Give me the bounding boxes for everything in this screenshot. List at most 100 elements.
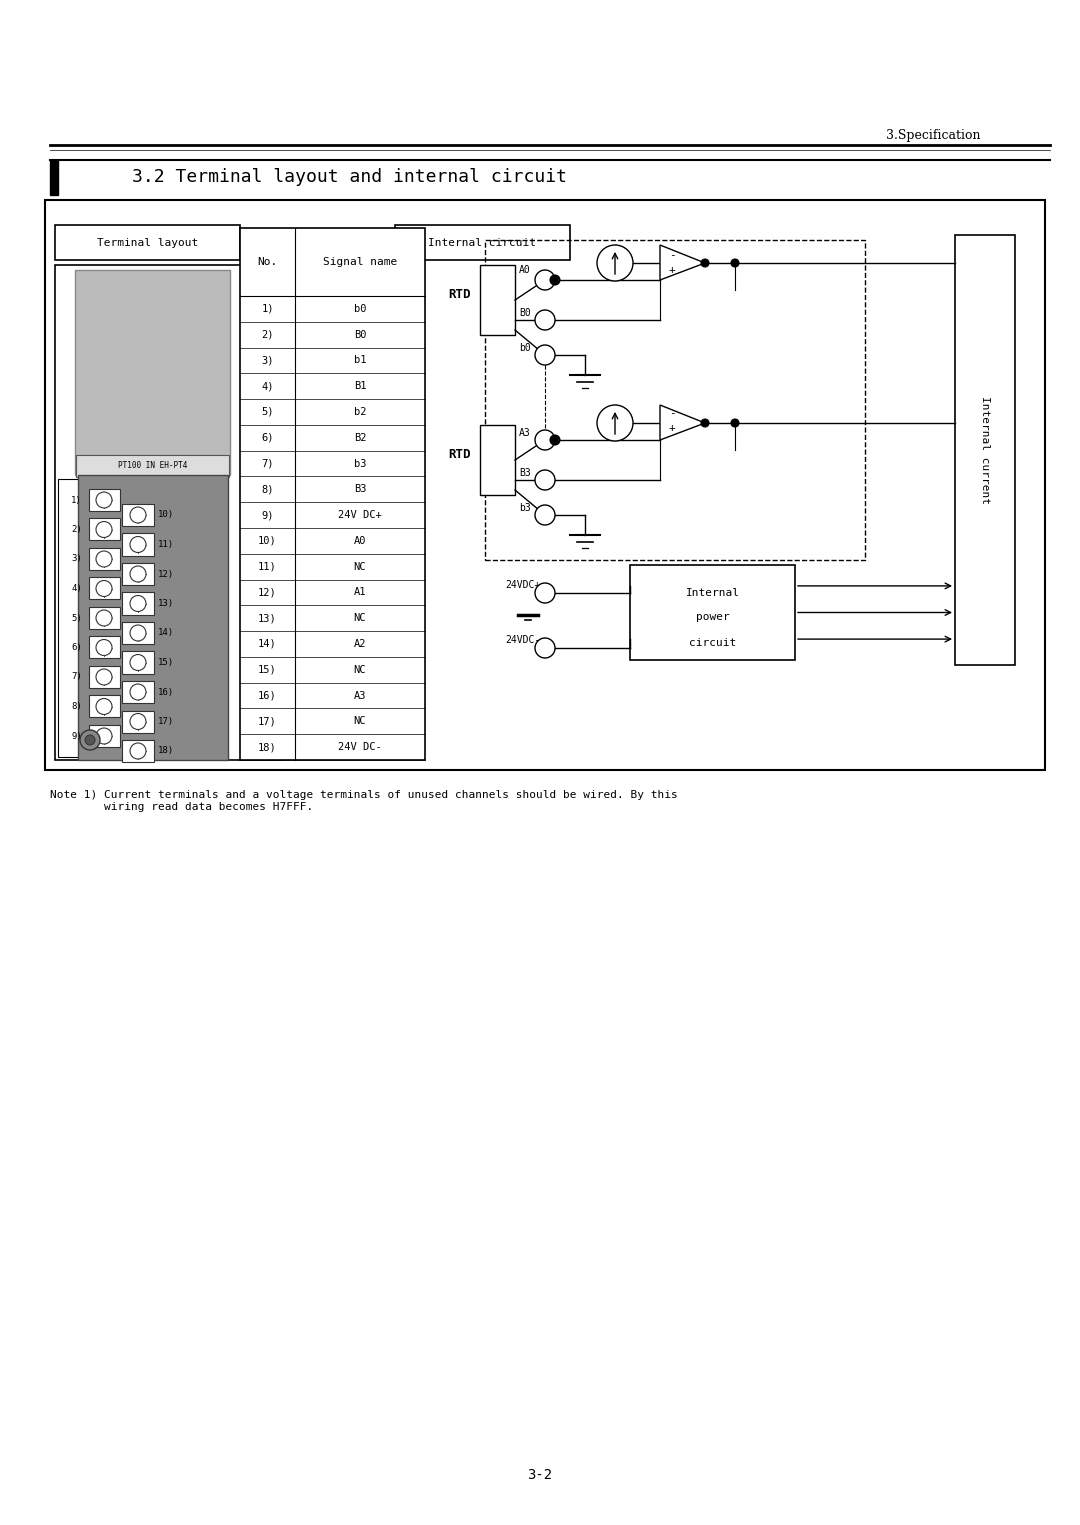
Bar: [55, 265, 285, 759]
Bar: [89, 490, 120, 511]
Text: 3.Specification: 3.Specification: [886, 128, 980, 142]
Text: 6): 6): [261, 433, 273, 442]
Bar: [395, 226, 570, 259]
Bar: [122, 651, 153, 674]
Text: 6): 6): [71, 644, 82, 653]
Circle shape: [96, 727, 112, 744]
Text: A3: A3: [519, 429, 531, 438]
Circle shape: [597, 406, 633, 441]
Circle shape: [96, 639, 112, 656]
Circle shape: [130, 506, 146, 523]
Circle shape: [731, 259, 739, 267]
Polygon shape: [660, 406, 705, 441]
Text: 11): 11): [158, 540, 174, 549]
Bar: [89, 636, 120, 659]
Circle shape: [130, 625, 146, 640]
Text: 1): 1): [261, 303, 273, 314]
Circle shape: [731, 419, 739, 427]
Text: 2): 2): [261, 329, 273, 340]
Bar: [240, 229, 426, 759]
Text: power: power: [696, 612, 729, 622]
Text: b0: b0: [519, 343, 531, 352]
Text: NC: NC: [354, 561, 366, 572]
Text: 24V DC+: 24V DC+: [338, 509, 382, 520]
Text: 9): 9): [71, 732, 82, 741]
Text: 12): 12): [258, 587, 276, 598]
Text: 2): 2): [71, 525, 82, 534]
Text: A0: A0: [354, 535, 366, 546]
Bar: [76, 454, 229, 477]
Text: B2: B2: [354, 433, 366, 442]
Text: 24V DC-: 24V DC-: [338, 743, 382, 752]
Circle shape: [550, 274, 561, 285]
Circle shape: [96, 610, 112, 625]
Bar: [122, 503, 153, 526]
Bar: [122, 711, 153, 732]
Text: RTD: RTD: [449, 288, 471, 302]
Text: B3: B3: [519, 468, 531, 477]
Bar: [630, 564, 795, 660]
Bar: [122, 593, 153, 615]
Bar: [122, 563, 153, 586]
Bar: [89, 518, 120, 540]
Text: PT100 IN EH-PT4: PT100 IN EH-PT4: [118, 461, 187, 470]
Text: Terminal layout: Terminal layout: [97, 238, 198, 247]
Text: 16): 16): [158, 688, 174, 697]
Text: +: +: [669, 422, 675, 433]
Text: b1: b1: [354, 355, 366, 366]
Text: 24VDC-: 24VDC-: [505, 634, 540, 645]
Bar: [89, 666, 120, 688]
Text: A2: A2: [354, 639, 366, 650]
Circle shape: [130, 654, 146, 671]
Bar: [89, 578, 120, 599]
Bar: [485, 239, 865, 560]
Text: 1): 1): [71, 496, 82, 505]
Bar: [78, 474, 228, 759]
Circle shape: [96, 522, 112, 537]
Text: B0: B0: [519, 308, 531, 319]
Bar: [122, 622, 153, 644]
Circle shape: [701, 259, 708, 267]
Text: -: -: [669, 250, 675, 259]
Text: 11): 11): [258, 561, 276, 572]
Text: Signal name: Signal name: [323, 258, 397, 267]
Text: 15): 15): [158, 657, 174, 666]
Text: No.: No.: [257, 258, 278, 267]
Text: 4): 4): [71, 584, 82, 593]
Text: Internal circuit: Internal circuit: [429, 238, 537, 247]
Text: 14): 14): [158, 628, 174, 637]
Text: 4): 4): [261, 381, 273, 392]
Bar: [89, 724, 120, 747]
Circle shape: [130, 566, 146, 583]
Text: 5): 5): [71, 613, 82, 622]
Text: 7): 7): [261, 459, 273, 468]
Bar: [50, 160, 58, 195]
Circle shape: [550, 435, 561, 445]
Text: NC: NC: [354, 717, 366, 726]
Circle shape: [535, 505, 555, 525]
Bar: [89, 547, 120, 570]
Circle shape: [535, 470, 555, 490]
Text: 9): 9): [261, 509, 273, 520]
Circle shape: [701, 419, 708, 427]
Text: 14): 14): [258, 639, 276, 650]
Text: Note 1) Current terminals and a voltage terminals of unused channels should be w: Note 1) Current terminals and a voltage …: [50, 790, 678, 811]
Circle shape: [535, 270, 555, 290]
Circle shape: [535, 310, 555, 329]
Bar: [122, 682, 153, 703]
Text: A1: A1: [354, 587, 366, 598]
Text: A0: A0: [519, 265, 531, 274]
Text: B1: B1: [354, 381, 366, 392]
Polygon shape: [660, 246, 705, 281]
Text: 18): 18): [158, 747, 174, 755]
Bar: [122, 534, 153, 555]
Text: 3): 3): [261, 355, 273, 366]
Circle shape: [535, 637, 555, 657]
Text: b3: b3: [354, 459, 366, 468]
Bar: [955, 235, 1015, 665]
Text: b0: b0: [354, 303, 366, 314]
Text: RTD: RTD: [449, 448, 471, 462]
Bar: [89, 695, 120, 717]
Text: b3: b3: [519, 503, 531, 512]
Bar: [122, 740, 153, 762]
